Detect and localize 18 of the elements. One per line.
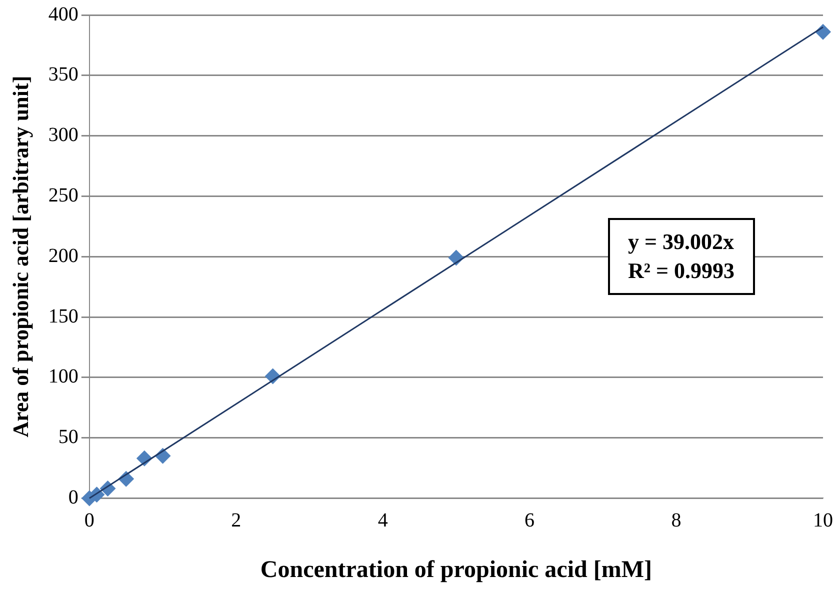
y-tick-label: 0 <box>68 486 78 508</box>
y-axis-title: Area of propionic acid [arbitrary unit] <box>8 76 33 438</box>
y-tick-label: 250 <box>48 184 78 206</box>
annotation: y = 39.002x R² = 0.9993 <box>608 218 755 296</box>
x-tick-label: 0 <box>84 509 94 532</box>
y-tick-label: 50 <box>58 426 78 448</box>
y-tick-label: 200 <box>48 244 78 267</box>
y-tick-label: 350 <box>48 64 78 86</box>
x-axis-title: Concentration of propionic acid [mM] <box>260 556 652 583</box>
y-tick-label: 150 <box>48 305 78 328</box>
y-tick-label: 300 <box>48 124 78 146</box>
x-tick-label: 4 <box>378 509 388 532</box>
y-tick-label: 400 <box>48 3 78 26</box>
y-tick-label: 100 <box>48 366 78 388</box>
x-tick-label: 6 <box>524 509 535 532</box>
x-tick-label: 8 <box>671 509 682 532</box>
x-tick-label: 2 <box>231 509 242 532</box>
x-tick-label: 10 <box>813 509 833 532</box>
